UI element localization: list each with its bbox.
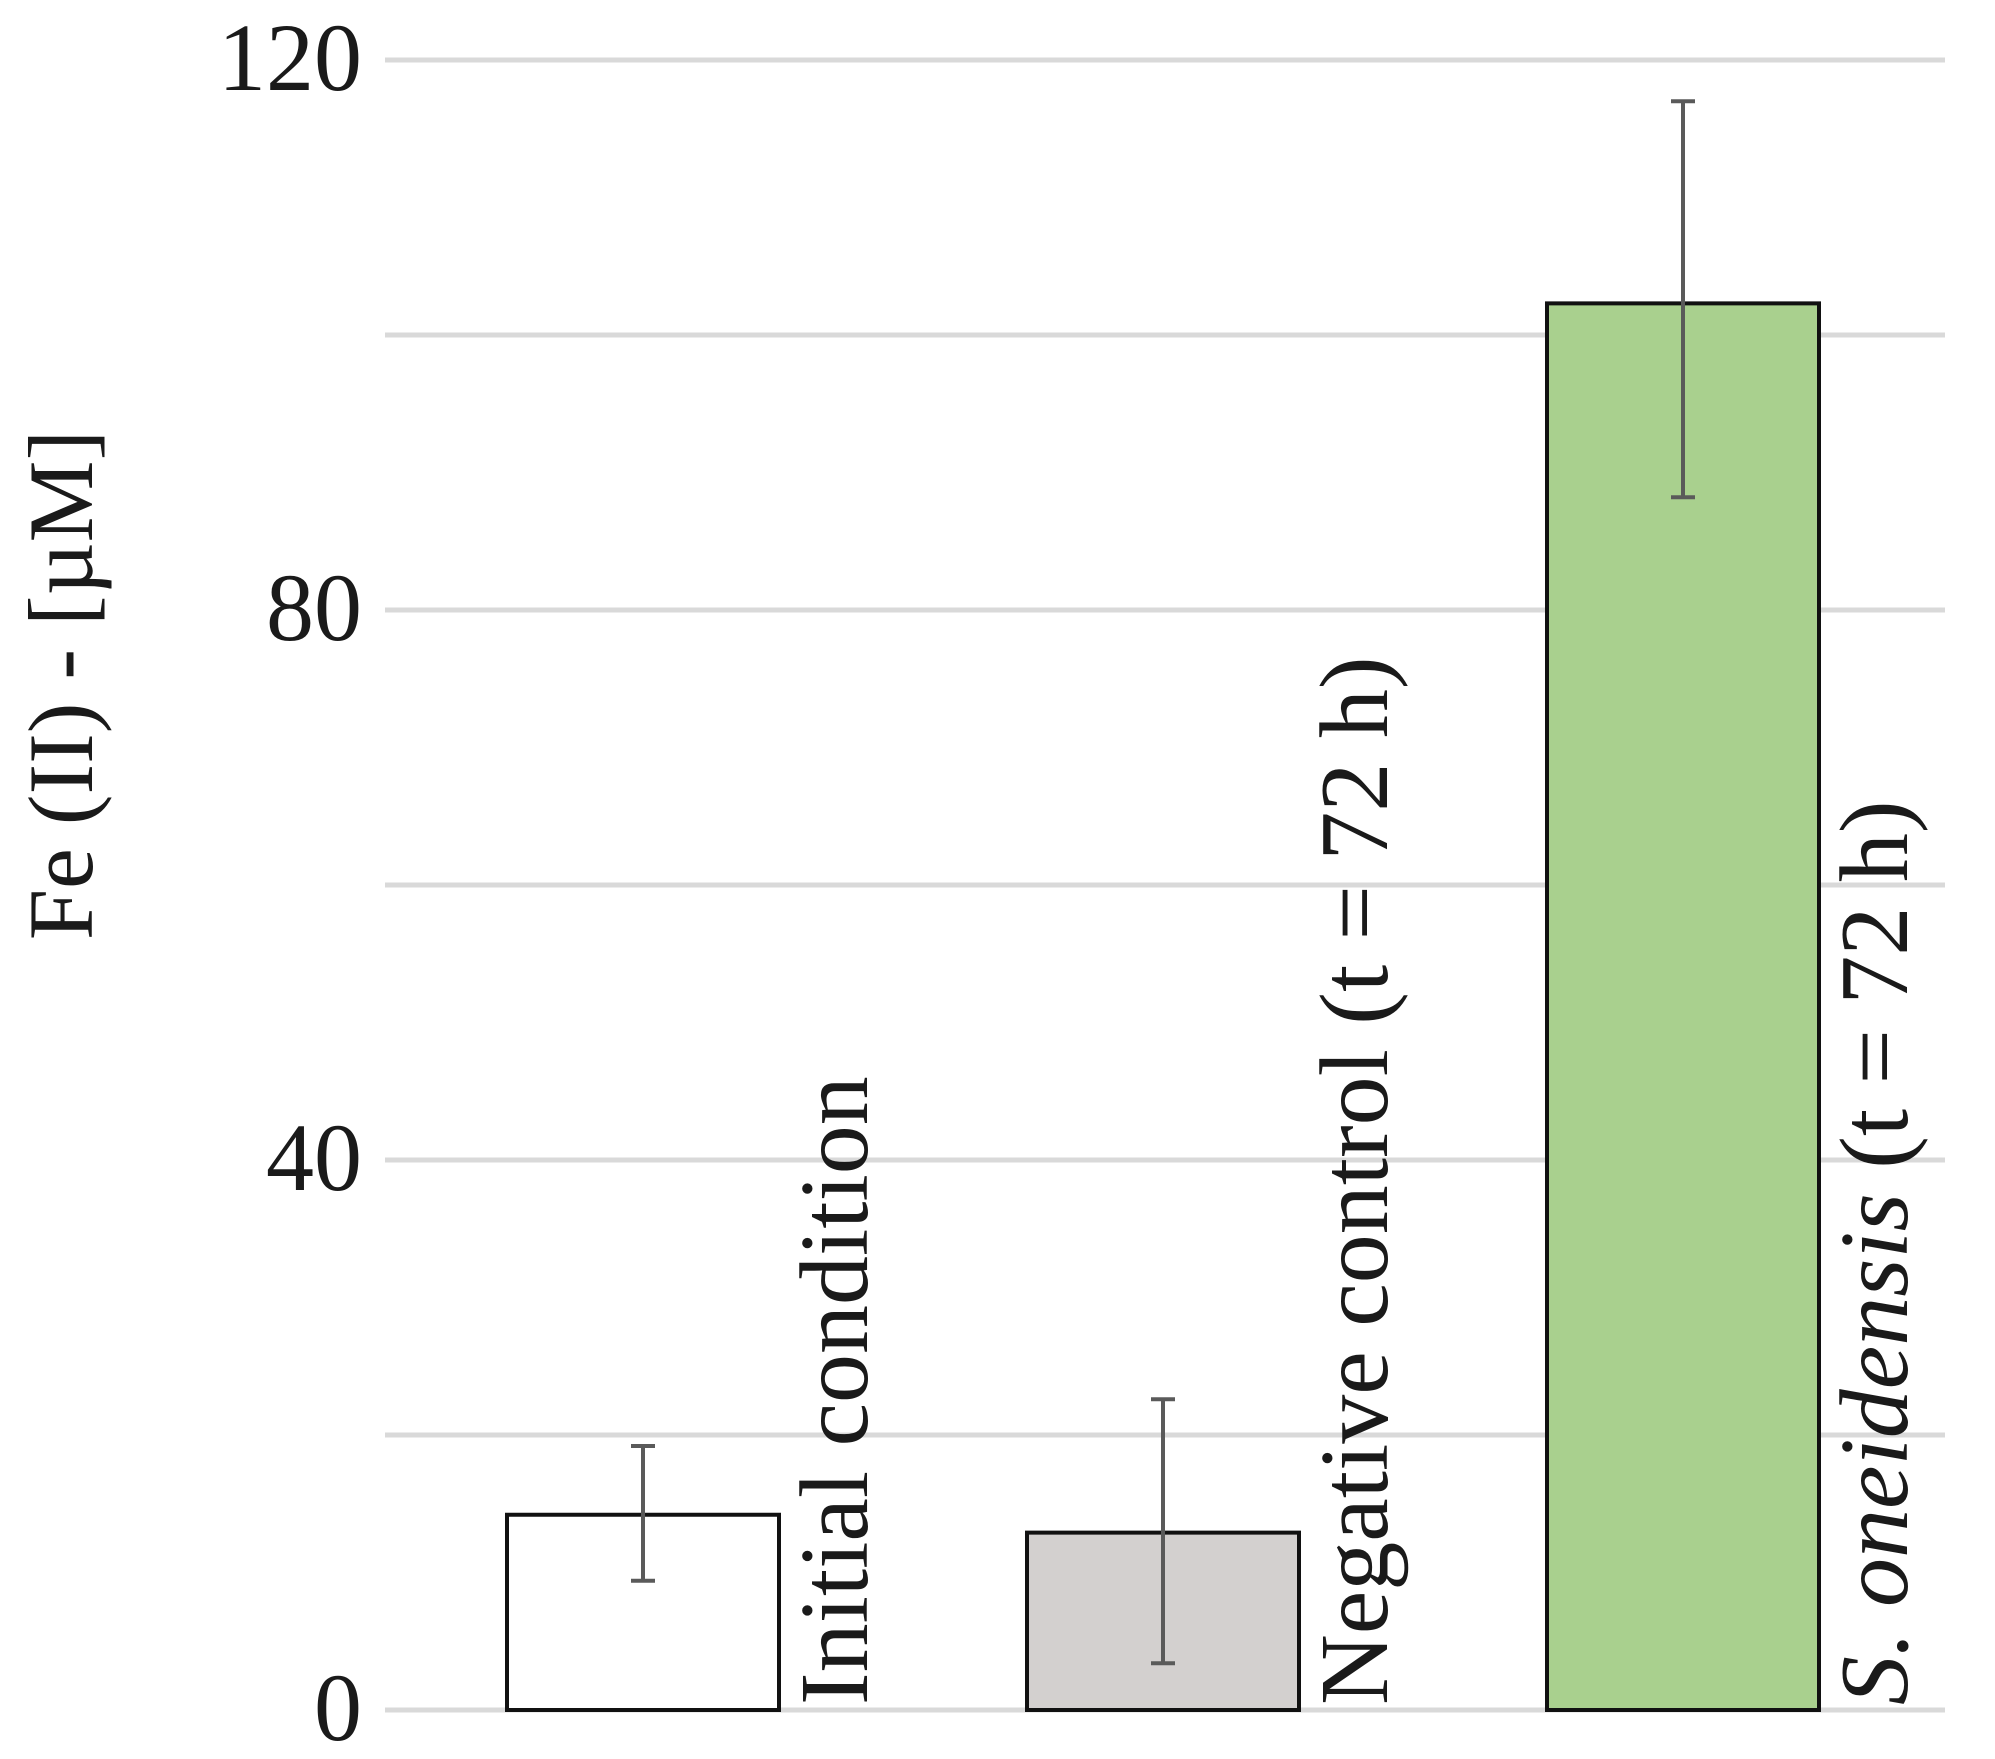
category-label-text: (t = 72 h) bbox=[1821, 801, 1929, 1194]
category-label-text: Negative control (t = 72 h) bbox=[1301, 656, 1409, 1705]
y-tick-label: 40 bbox=[266, 1104, 362, 1211]
category-label-text: Initial condition bbox=[781, 1076, 889, 1705]
category-labels: Initial condition Negative control (t = 7… bbox=[781, 656, 1929, 1705]
y-tick-label: 0 bbox=[314, 1654, 362, 1754]
y-tick-labels: 0 40 80 120 bbox=[218, 4, 362, 1759]
y-axis-label: Fe (II) - [µM] bbox=[10, 430, 112, 940]
category-label: S. oneidensis (t = 72 h) bbox=[1821, 801, 1929, 1706]
category-label-italic: S. oneidensis bbox=[1821, 1193, 1929, 1705]
category-label: Negative control (t = 72 h) bbox=[1301, 656, 1409, 1705]
gridlines bbox=[385, 57, 1945, 1713]
bar bbox=[1545, 301, 1821, 1712]
error-bars bbox=[631, 99, 1695, 1666]
y-tick-label: 120 bbox=[218, 4, 362, 111]
y-tick-label: 80 bbox=[266, 554, 362, 661]
category-label: Initial condition bbox=[781, 1076, 889, 1705]
